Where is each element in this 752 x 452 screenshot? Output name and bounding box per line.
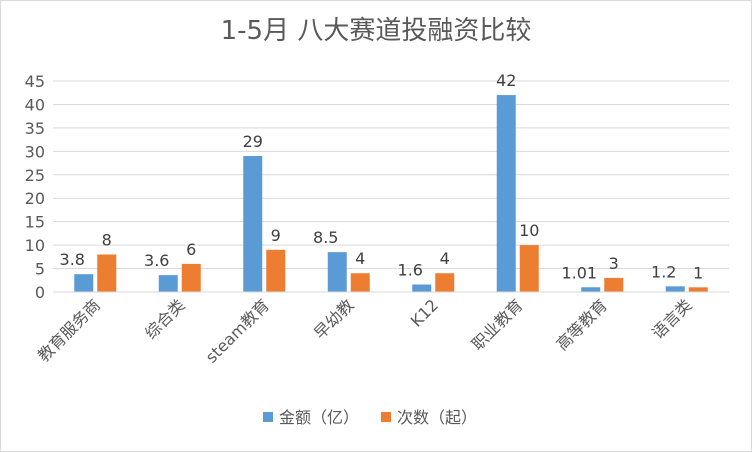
bar-count <box>350 273 370 292</box>
legend-swatch <box>381 412 391 422</box>
x-category-label: steam教育 <box>202 295 273 366</box>
data-label: 1.6 <box>398 260 423 279</box>
bar-count <box>435 273 455 292</box>
bar-amount <box>412 284 432 292</box>
data-label: 4 <box>355 249 365 268</box>
x-category-label: 职业教育 <box>468 295 527 354</box>
bars <box>74 95 708 292</box>
data-label: 1.2 <box>651 262 676 281</box>
data-label: 29 <box>243 132 263 151</box>
bar-amount <box>665 286 685 292</box>
chart-title: 1-5月 八大赛道投融资比较 <box>221 16 532 46</box>
bar-count <box>97 254 117 292</box>
data-label: 8 <box>102 230 112 249</box>
y-tick-label: 15 <box>25 213 45 232</box>
y-tick-label: 5 <box>35 260 45 279</box>
bar-count <box>519 245 539 292</box>
x-category-label: 早幼教 <box>310 295 357 342</box>
y-tick-label: 25 <box>25 166 45 185</box>
bar-count <box>604 277 624 292</box>
bar-amount <box>581 287 601 292</box>
legend-label: 金额（亿） <box>279 408 359 427</box>
bar-amount <box>158 275 178 292</box>
data-label: 8.5 <box>313 228 338 247</box>
y-tick-label: 45 <box>25 72 45 91</box>
bar-count <box>266 249 286 292</box>
y-tick-label: 30 <box>25 142 45 161</box>
y-tick-label: 35 <box>25 119 45 138</box>
x-category-label: K12 <box>407 295 442 330</box>
x-category-label: 综合类 <box>141 295 188 342</box>
data-label: 3.8 <box>60 250 85 269</box>
y-tick-label: 40 <box>25 95 45 114</box>
data-labels: 3.8 8 3.6 6 29 9 8.5 4 1.6 4 42 10 1.01 3 1.2 1 <box>60 71 704 282</box>
data-label: 9 <box>271 226 281 245</box>
y-tick-label: 20 <box>25 189 45 208</box>
x-axis-categories: 教育服务商 综合类 steam教育 早幼教 K12 职业教育 高等教育 语言类 <box>34 295 696 366</box>
data-label: 3.6 <box>144 251 169 270</box>
x-category-label: 语言类 <box>648 295 695 342</box>
x-category-label: 高等教育 <box>552 295 611 354</box>
data-label: 4 <box>440 249 450 268</box>
bar-amount <box>327 252 347 292</box>
data-label: 10 <box>519 221 539 240</box>
bar-count <box>181 263 201 292</box>
bar-amount <box>243 156 263 292</box>
legend-swatch <box>263 412 273 422</box>
y-tick-label: 10 <box>25 236 45 255</box>
data-label: 1 <box>693 263 703 282</box>
bar-amount <box>496 95 516 292</box>
y-tick-label: 0 <box>35 283 45 302</box>
legend-label: 次数（起） <box>397 408 477 427</box>
data-label: 42 <box>496 71 516 90</box>
bar-count <box>688 287 708 292</box>
bar-amount <box>74 274 94 292</box>
data-label: 1.01 <box>561 263 597 282</box>
data-label: 3 <box>609 254 619 273</box>
gridlines <box>53 80 729 270</box>
data-label: 6 <box>186 240 196 259</box>
legend: 金额（亿） 次数（起） <box>263 408 477 427</box>
y-axis-ticks: 0 5 10 15 20 25 30 35 40 45 <box>25 72 45 302</box>
x-category-label: 教育服务商 <box>34 295 104 365</box>
